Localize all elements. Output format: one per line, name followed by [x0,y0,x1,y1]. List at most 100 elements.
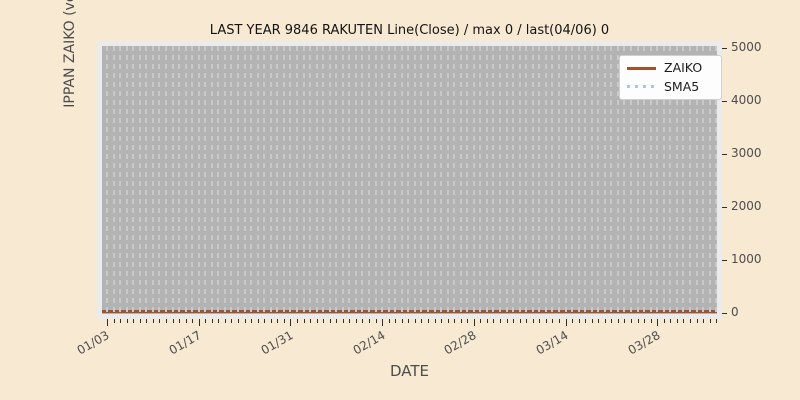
x-minor-tick [336,319,338,323]
x-minor-tick [552,319,554,323]
gridline [407,46,410,314]
x-minor-tick [211,319,213,323]
x-minor-tick [185,319,187,323]
x-minor-tick [172,319,174,323]
x-minor-tick [218,319,220,323]
x-minor-tick [244,319,246,323]
x-tick-label: 01/17 [166,328,204,358]
x-minor-tick [493,319,495,323]
gridline [348,46,351,314]
gridline [472,46,475,314]
x-minor-tick [604,319,606,323]
y-tick-label: 0 [731,305,739,319]
gridline [440,46,443,314]
x-minor-tick [310,319,312,323]
x-minor-tick [388,319,390,323]
y-tick [722,313,727,314]
x-minor-tick [231,319,233,323]
gridline [479,46,482,314]
x-minor-tick [251,319,253,323]
x-minor-tick [545,319,547,323]
gridline [315,46,318,314]
y-tick [722,207,727,208]
gridline [125,46,128,314]
x-tick-label: 02/14 [350,328,388,358]
x-minor-tick [296,319,298,323]
gridline [610,46,613,314]
gridline [322,46,325,314]
gridline [361,46,364,314]
x-minor-tick [447,319,449,323]
x-minor-tick [224,319,226,323]
gridline [577,46,580,314]
x-minor-tick [369,319,370,323]
x-minor-tick [663,319,665,323]
x-minor-tick [434,319,436,323]
gridline [597,46,600,314]
chart-title: LAST YEAR 9846 RAKUTEN Line(Close) / max… [209,23,610,38]
gridline [394,46,397,314]
gridline [525,46,528,314]
x-minor-tick [362,319,364,323]
x-minor-tick [427,319,429,323]
x-minor-tick [650,319,652,323]
x-minor-tick [591,319,593,323]
gridline [551,46,554,314]
x-minor-tick [159,319,161,323]
gridline [230,46,233,314]
y-tick [722,48,727,49]
x-minor-tick [349,319,351,323]
x-minor-tick [519,319,521,323]
x-minor-tick [637,319,639,323]
gridline [145,46,148,314]
x-minor-tick [441,319,443,323]
x-minor-tick [316,319,318,323]
gridline [158,46,161,314]
x-minor-tick [460,319,462,323]
gridline [459,46,462,314]
x-minor-tick [238,319,239,323]
gridline [499,46,501,314]
gridline [413,46,416,314]
x-minor-tick [500,319,501,323]
x-minor-tick [401,319,403,323]
gridline [210,46,213,314]
gridline [557,46,560,314]
x-minor-tick [532,319,534,323]
x-minor-tick [480,319,482,323]
x-minor-tick [683,319,685,323]
gridline [197,46,200,314]
x-minor-tick [329,319,331,323]
y-axis-label-text: IPPAN ZAIKO (volume) [62,0,78,108]
x-minor-tick [342,319,344,323]
x-minor-tick [631,319,632,323]
x-minor-tick [709,319,711,323]
gridline [518,46,521,314]
gridline [584,46,587,314]
x-minor-tick [703,319,705,323]
x-major-tick [290,319,292,326]
gridline [256,46,259,314]
legend-item-zaiko: ZAIKO [627,61,713,75]
gridline [446,46,449,314]
gridline [178,46,181,314]
x-minor-tick [303,319,305,323]
gridline [243,46,246,314]
x-tick-label: 03/28 [625,328,663,358]
x-minor-tick [421,319,423,323]
gridline [335,46,338,314]
gridline [544,46,547,314]
gridline [354,46,357,314]
gridline [217,46,220,314]
plot-frame: ZAIKO SMA5 [97,41,722,319]
x-minor-tick [414,319,416,323]
gridline [191,46,194,314]
gridline [426,46,429,314]
gridline [237,46,239,314]
x-minor-tick [133,319,135,323]
gridline [106,46,108,314]
gridline [400,46,403,314]
x-minor-tick [205,319,207,323]
x-minor-tick [572,319,574,323]
gridline [531,46,534,314]
